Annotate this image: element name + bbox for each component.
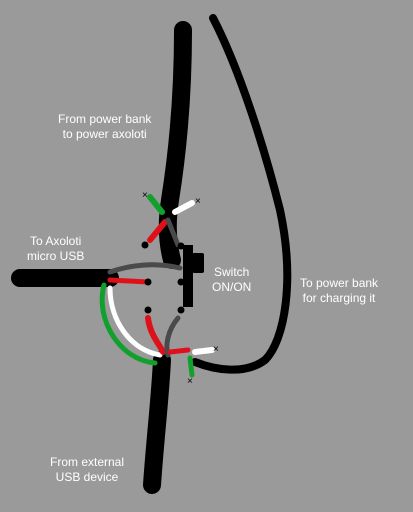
label-switch: Switch ON/ON: [212, 265, 252, 294]
wire-red-axoloti: [107, 277, 151, 285]
wire-white-bottom: [192, 347, 215, 355]
terminal-dot: [177, 242, 185, 250]
cable-external-usb: [143, 351, 171, 494]
wire-gray-top: [165, 217, 181, 248]
terminal-dot: [144, 278, 152, 286]
wire-red-top: [147, 219, 168, 243]
label-external-usb: From external USB device: [50, 455, 125, 484]
label-power-bank-axoloti: From power bank to power axoloti: [58, 112, 152, 141]
wire-green-axoloti: [99, 282, 158, 366]
wire-gray-axoloti: [107, 262, 183, 275]
cable-power-bank-axoloti: [158, 21, 192, 269]
switch-body: [183, 245, 193, 307]
cut-mark-icon: ×: [195, 196, 201, 207]
terminal-dot: [177, 278, 185, 286]
terminal-dot: [141, 241, 149, 249]
cable-power-bank-charging: [191, 14, 292, 374]
cut-mark-icon: ×: [142, 190, 148, 201]
cut-mark-icon: ×: [187, 376, 193, 387]
switch-lever: [192, 253, 204, 273]
cut-mark-icon: ×: [213, 344, 219, 355]
terminal-dot: [144, 306, 152, 314]
wire-green-top: [147, 194, 165, 215]
wire-white-axoloti: [107, 285, 163, 358]
label-axoloti-usb: To Axoloti micro USB: [27, 234, 85, 263]
wire-gray-bottom: [164, 315, 181, 358]
wire-white-top: [172, 200, 195, 215]
wire-red-bottom: [145, 315, 166, 355]
terminal-dot: [177, 306, 185, 314]
wire-green-bottom: [187, 355, 195, 378]
label-power-bank-charging: To power bank for charging it: [300, 276, 379, 305]
wire-red-bottom-right: [167, 347, 191, 355]
